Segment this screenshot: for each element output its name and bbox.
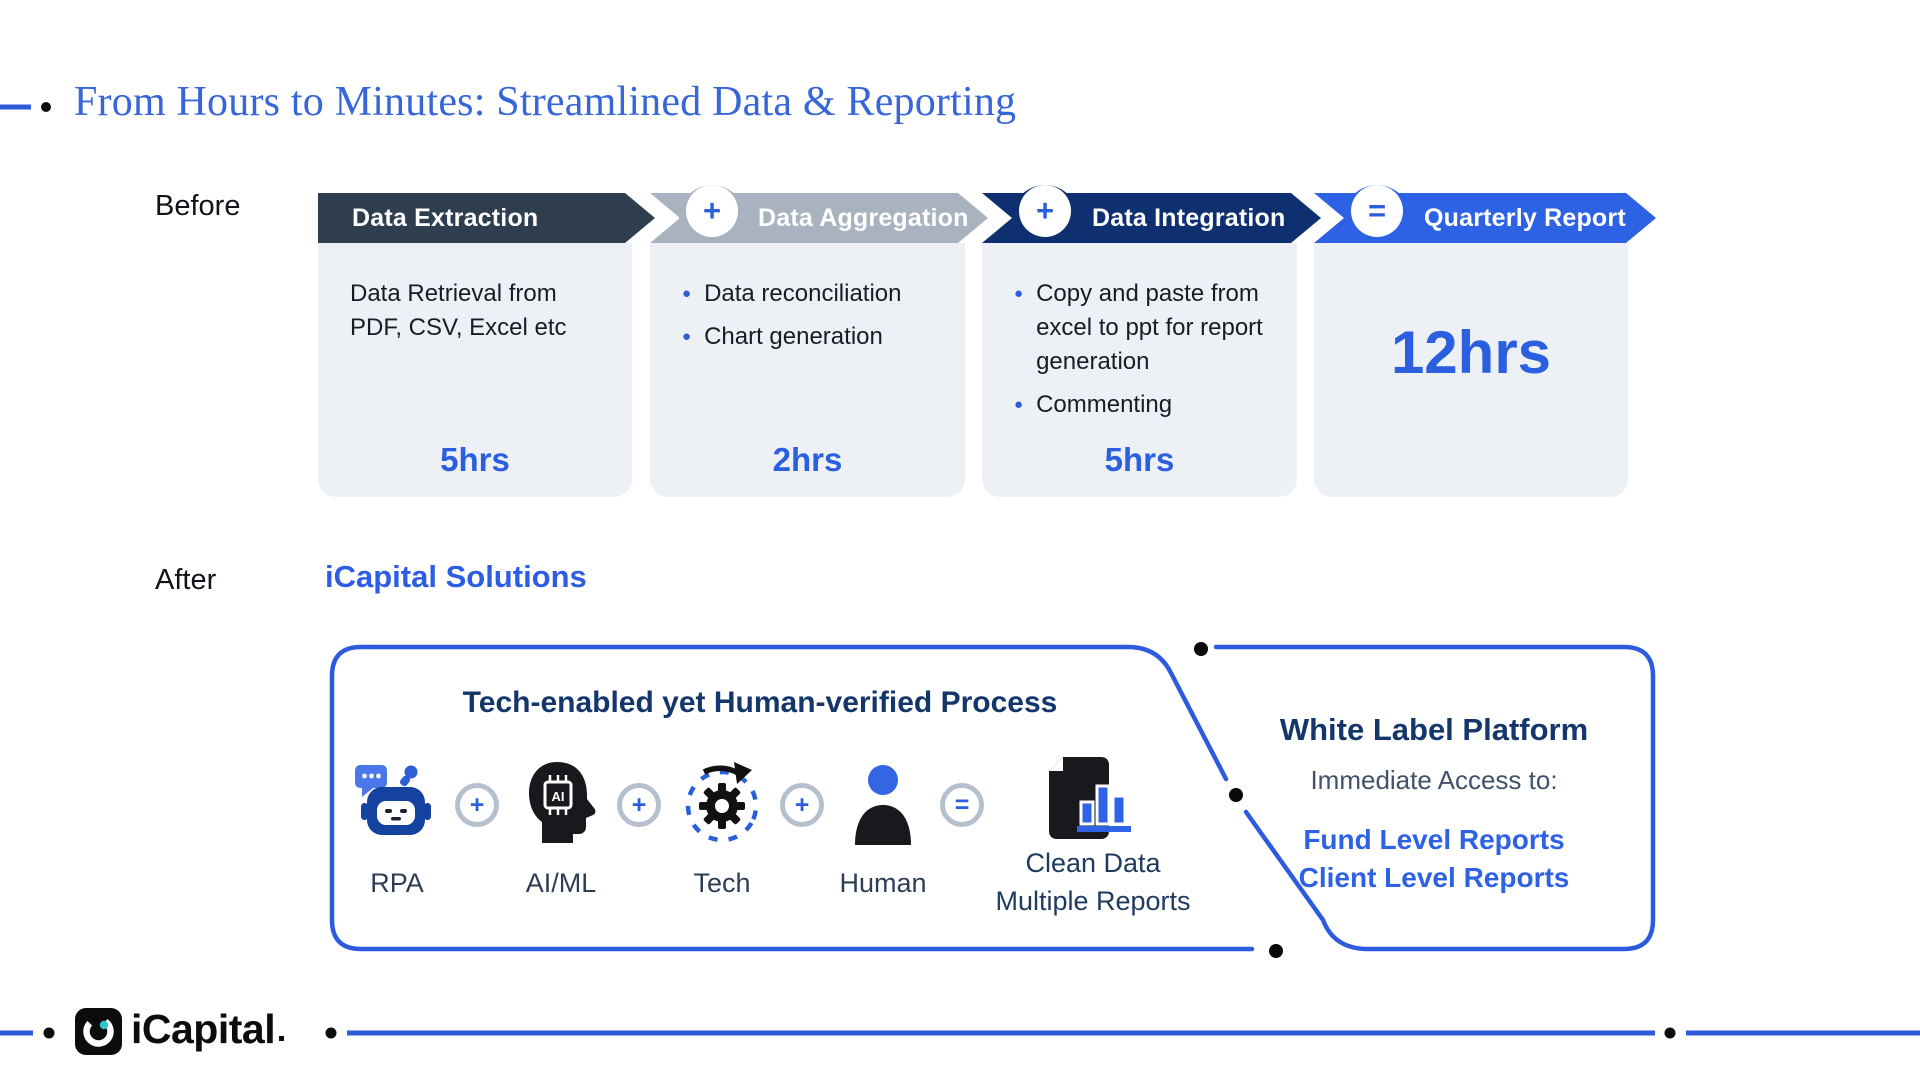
total-duration-value: 12hrs [1390,319,1552,386]
list-item: Chart generation [682,320,947,354]
list-item-text: Commenting [1036,391,1173,419]
person-icon [855,765,911,845]
stage-card-data-integration: Copy and paste from excel to ppt for rep… [982,243,1297,497]
list-item-text: Chart generation [704,323,883,351]
stage-title-data-aggregation: Data Aggregation [758,204,969,232]
plus-operator-badge: + [1019,185,1071,237]
icapital-logo-icon [75,1008,122,1055]
step-label-multiple-reports: Multiple Reports [995,886,1191,916]
duration-value: 5hrs [440,441,510,478]
plus-operator-badge: + [455,783,499,827]
brand-wordmark: iCapital [131,1006,285,1053]
after-label: After [155,564,217,596]
stage-card-data-extraction: Data Retrieval from PDF, CSV, Excel etc … [318,243,632,497]
platform-title: White Label Platform [1279,712,1589,747]
equals-operator-badge: = [1351,185,1403,237]
plus-operator-badge: + [780,783,824,827]
client-level-reports-link: Client Level Reports [1298,862,1570,893]
duration-value: 2hrs [772,441,843,478]
trademark-dot [279,1036,285,1041]
plus-operator-badge: + [617,783,661,827]
duration-value: 5hrs [1104,441,1175,478]
platform-subtitle: Immediate Access to: [1310,765,1558,795]
list-item-text: Copy and paste from excel to ppt for rep… [1036,280,1263,376]
stage-card-quarterly-report: 12hrs [1314,243,1628,497]
platform-box-outline [1213,644,1656,952]
step-label-clean-data: Clean Data [1025,848,1161,878]
before-label: Before [155,190,241,222]
stage-title-data-integration: Data Integration [1092,204,1286,232]
step-label-rpa: RPA [370,868,424,898]
cut-dots [1194,642,1283,958]
list-item: Copy and paste from excel to ppt for rep… [1014,277,1279,379]
list-item-text: Data reconciliation [704,280,902,307]
equals-operator-badge: = [940,783,984,827]
stage-card-data-aggregation: Data reconciliation Chart generation 2hr… [650,243,965,497]
solutions-heading: iCapital Solutions [325,559,587,594]
solution-boxes-outline [329,644,1656,952]
process-box-title: Tech-enabled yet Human-verified Process [462,686,1058,719]
page-title: From Hours to Minutes: Streamlined Data … [74,79,1017,125]
stage-description: Data Retrieval from PDF, CSV, Excel etc [350,280,567,342]
stage-arrow-data-extraction [318,193,655,243]
list-item: Data reconciliation [682,277,947,311]
stage-title-quarterly-report: Quarterly Report [1424,204,1626,232]
brand-name: iCapital [131,1006,276,1052]
step-label-tech: Tech [693,868,751,898]
list-item: Commenting [1014,388,1279,422]
robot-rpa-icon [355,765,431,835]
step-label-human: Human [839,868,927,898]
title-dash-decoration [0,102,51,112]
plus-operator-badge: + [686,185,738,237]
stage-title-data-extraction: Data Extraction [352,204,539,232]
step-label-aiml: AI/ML [525,868,597,898]
ai-head-icon: AI [529,762,596,843]
svg-text:AI: AI [552,789,565,804]
fund-level-reports-link: Fund Level Reports [1303,824,1565,855]
process-box-outline [329,644,1255,952]
footer-rule [0,1027,1920,1039]
gear-cycle-icon [685,762,759,843]
report-chart-icon [1049,757,1131,839]
